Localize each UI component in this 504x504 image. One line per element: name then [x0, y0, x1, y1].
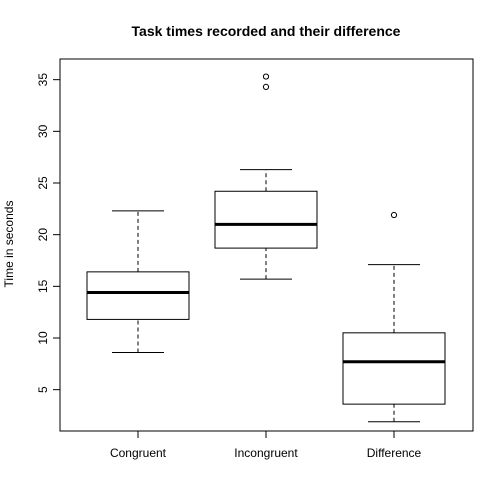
outlier-point — [390, 211, 398, 219]
y-axis: 5 10 15 20 25 30 35 — [36, 73, 61, 393]
y-tick-label: 15 — [36, 279, 50, 293]
outlier-point — [262, 73, 270, 80]
box — [342, 332, 446, 405]
box — [86, 271, 190, 320]
y-tick-label: 25 — [36, 176, 50, 190]
box-group — [214, 73, 318, 280]
x-axis: Congruent Incongruent Difference — [110, 430, 422, 460]
x-tick-label: Congruent — [110, 446, 167, 460]
x-tick-label: Incongruent — [234, 446, 298, 460]
y-tick-label: 30 — [36, 124, 50, 138]
chart-title: Task times recorded and their difference — [132, 23, 401, 39]
boxplot-series — [86, 73, 446, 423]
box-group — [86, 210, 190, 353]
box-group — [342, 211, 446, 423]
box — [214, 190, 318, 249]
y-tick-label: 10 — [36, 331, 50, 345]
outlier-point — [262, 83, 270, 91]
y-axis-title: Time in seconds — [2, 201, 16, 288]
y-tick-label: 35 — [36, 73, 50, 87]
y-tick-label: 20 — [36, 228, 50, 242]
x-tick-label: Difference — [367, 446, 422, 460]
y-tick-label: 5 — [36, 386, 50, 393]
